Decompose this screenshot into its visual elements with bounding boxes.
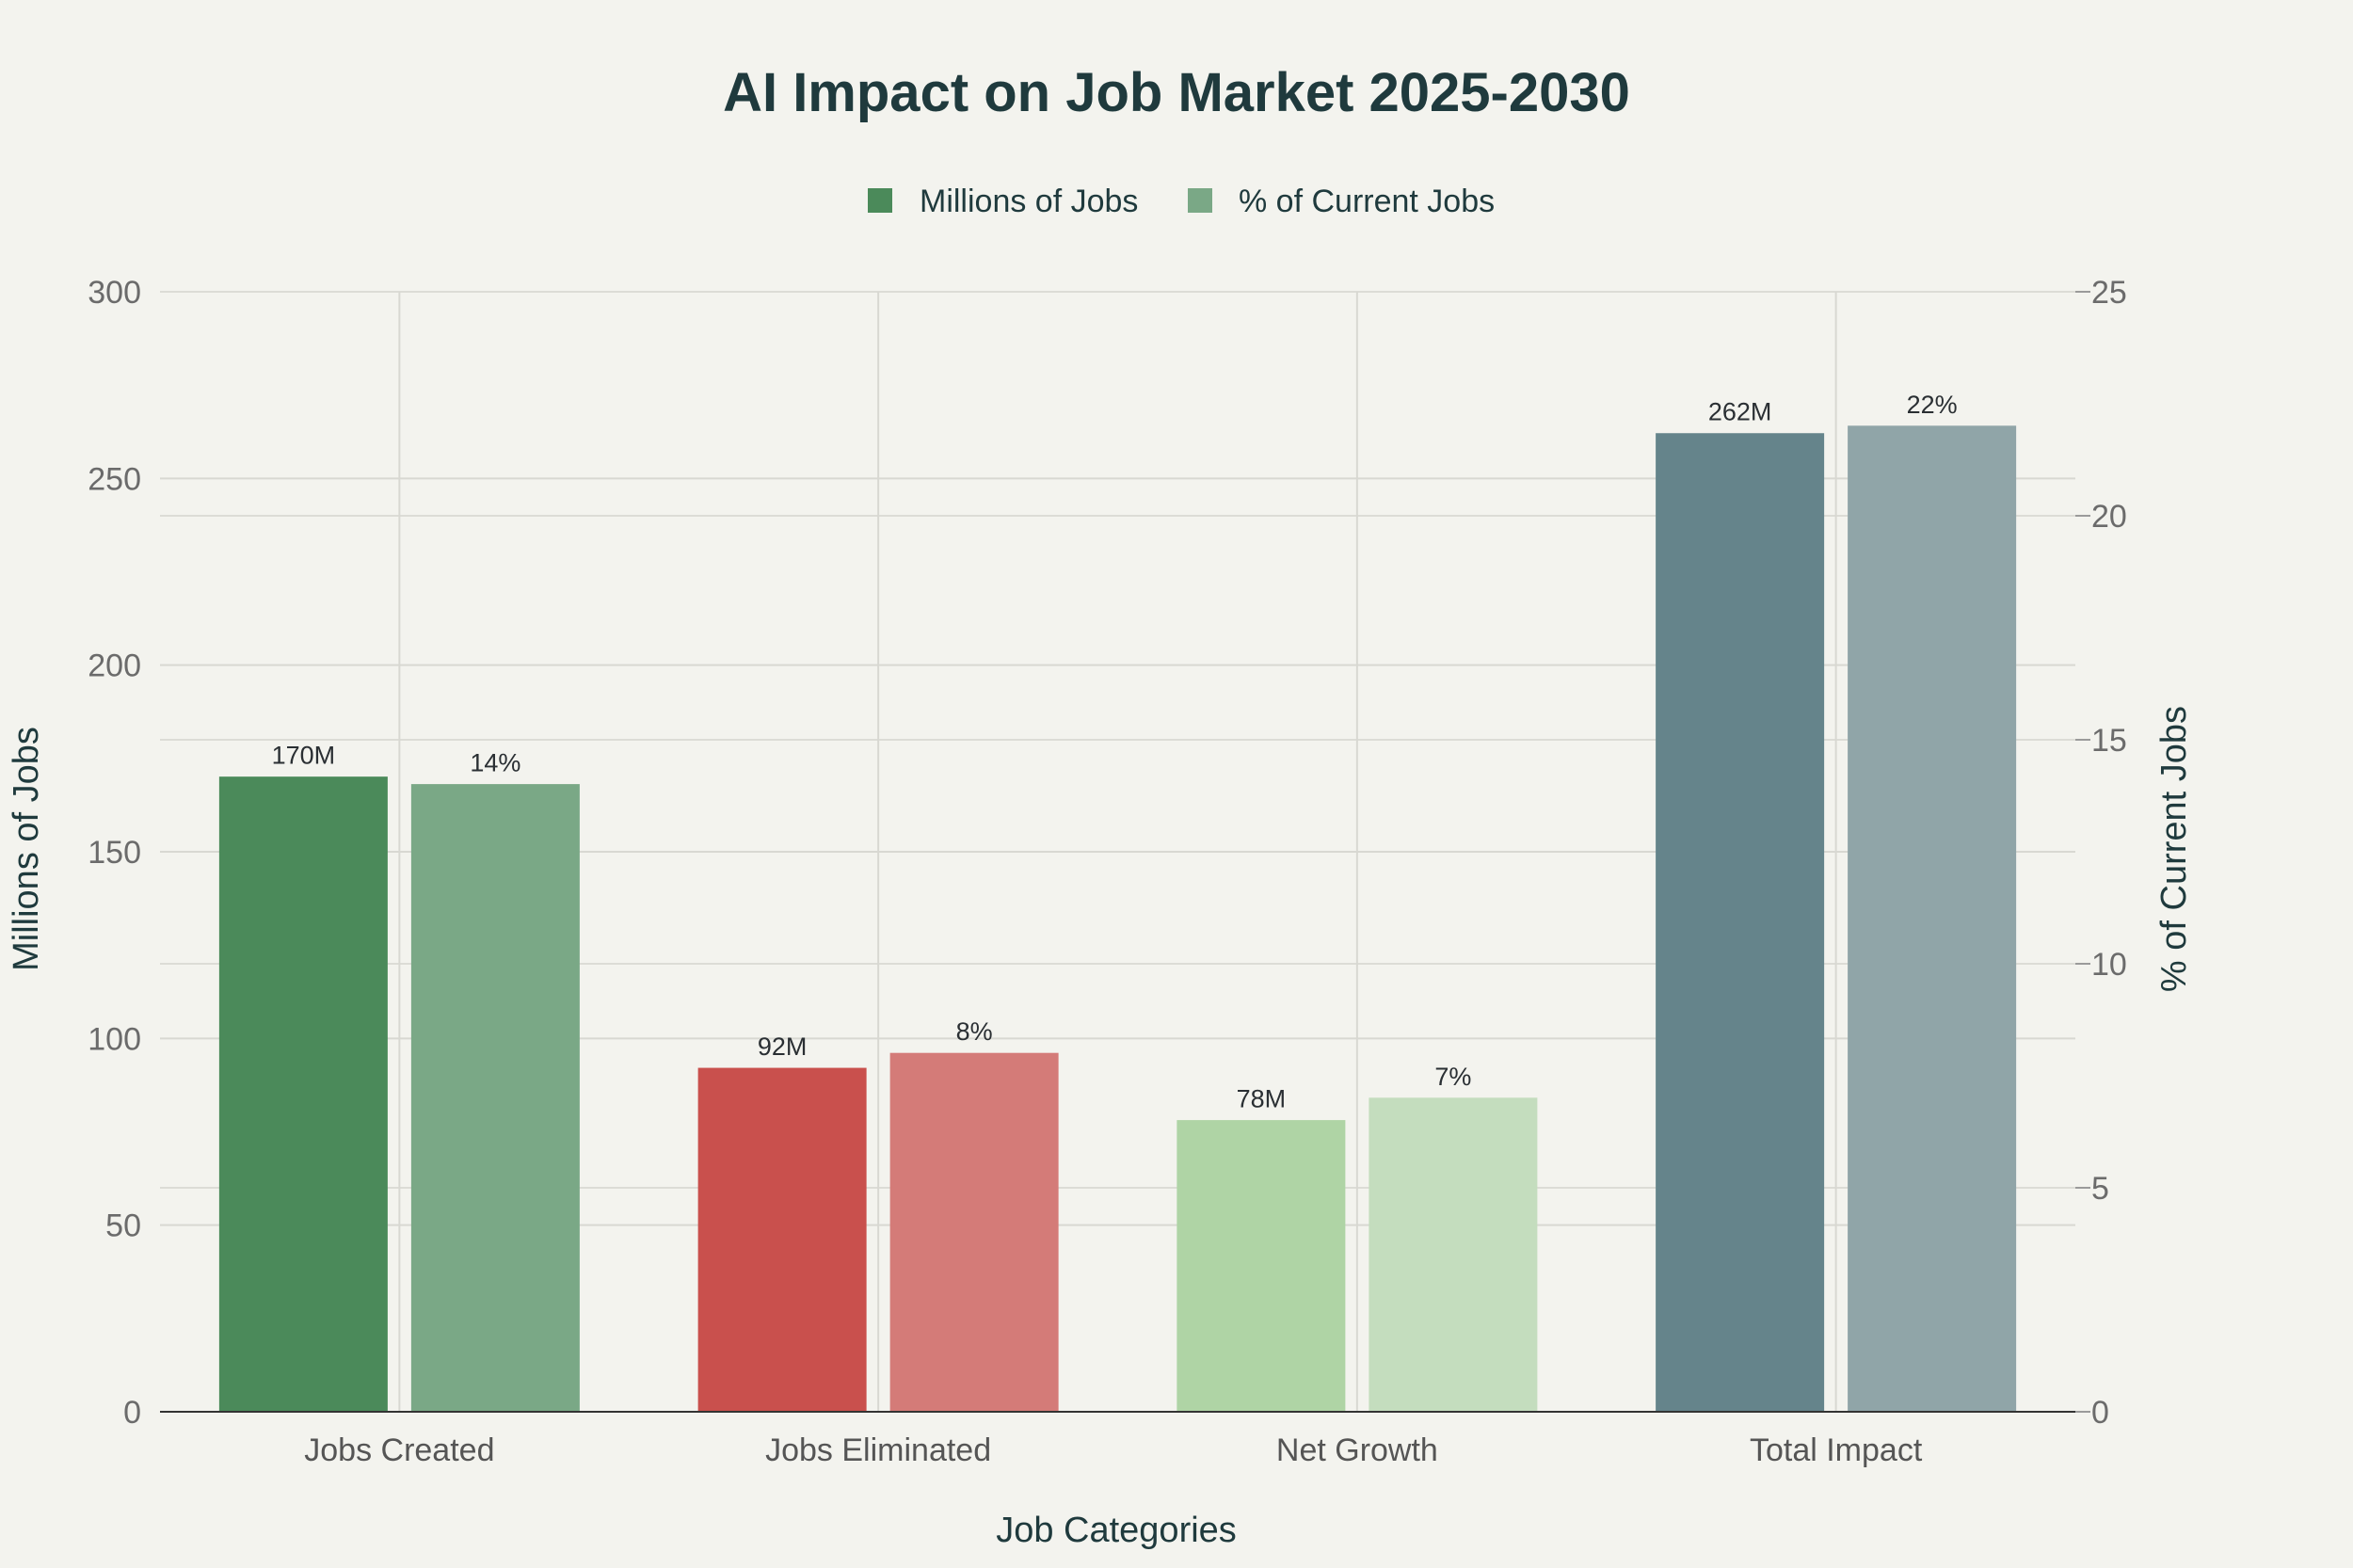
data-label-percent: 14%: [470, 749, 520, 777]
y-tick-label: 100: [88, 1021, 141, 1057]
y2-tick-label: 5: [2091, 1171, 2109, 1207]
data-label-millions: 170M: [272, 742, 336, 770]
bar-percent: [1848, 425, 2017, 1413]
legend: Millions of Jobs % of Current Jobs: [868, 184, 1495, 219]
x-axis-title: Job Categories: [996, 1511, 1237, 1550]
bar-percent: [889, 1052, 1059, 1413]
y2-tick-label: 0: [2091, 1395, 2109, 1431]
y-tick-label: 300: [88, 275, 141, 311]
data-label-percent: 8%: [956, 1017, 993, 1046]
y-tick-label: 50: [105, 1208, 141, 1244]
data-label-percent: 22%: [1907, 391, 1958, 419]
category-label: Net Growth: [1276, 1432, 1438, 1468]
legend-swatch-percent: [1188, 188, 1212, 213]
data-label-millions: 262M: [1708, 398, 1772, 426]
chart-title: AI Impact on Job Market 2025-2030: [723, 62, 1630, 123]
bar-millions: [1656, 433, 1825, 1413]
category-label: Jobs Created: [304, 1432, 494, 1468]
data-label-millions: 92M: [758, 1032, 808, 1061]
bar-percent: [1369, 1097, 1538, 1413]
y2-axis-title: % of Current Jobs: [2154, 706, 2194, 992]
data-label-millions: 78M: [1237, 1085, 1287, 1113]
bars-layer: [218, 425, 2017, 1413]
bar-millions: [1176, 1120, 1346, 1413]
y-axis-title: Millions of Jobs: [7, 727, 46, 971]
legend-swatch-millions: [868, 188, 892, 213]
bar-millions: [697, 1067, 867, 1413]
axis-layer: 0 50 100 150 200 250 300 0 5 10 15 20 25 Jobs Created…: [88, 275, 2127, 1468]
y2-tick-label: 15: [2091, 723, 2127, 759]
labels-layer: 170M 14% 92M 8% 78M 7% 262M 22%: [272, 391, 1958, 1113]
bar-percent: [410, 784, 580, 1413]
legend-label-percent: % of Current Jobs: [1239, 184, 1495, 219]
y-tick-label: 0: [123, 1395, 141, 1431]
y2-tick-label: 20: [2091, 499, 2127, 535]
category-label: Jobs Eliminated: [765, 1432, 991, 1468]
category-label: Total Impact: [1750, 1432, 1923, 1468]
y2-tick-label: 25: [2091, 275, 2127, 311]
y-tick-label: 250: [88, 461, 141, 497]
y2-tick-label: 10: [2091, 947, 2127, 983]
legend-label-millions: Millions of Jobs: [920, 184, 1138, 219]
grid-layer: [160, 291, 2075, 1412]
data-label-percent: 7%: [1434, 1063, 1471, 1091]
y-tick-label: 200: [88, 648, 141, 684]
y-tick-label: 150: [88, 835, 141, 871]
bar-millions: [218, 776, 388, 1413]
